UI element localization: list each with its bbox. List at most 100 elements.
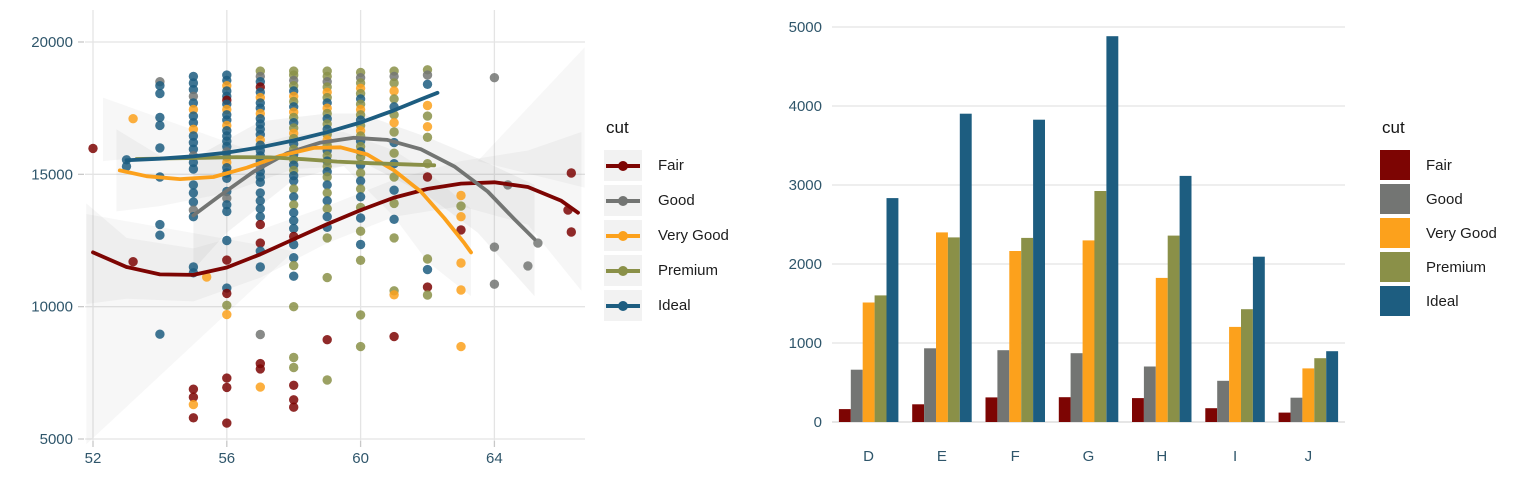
scatter-chart: 5000 10000 15000 20000 52 56 60 64 xyxy=(0,0,600,480)
legend-key-line-dot-premium-icon xyxy=(604,255,642,286)
bar-D-ideal xyxy=(886,198,899,422)
legend-key-line-dot-fair-icon xyxy=(604,150,642,181)
legend-item-very-good: Very Good xyxy=(604,220,729,251)
svg-text:3000: 3000 xyxy=(789,177,822,194)
legend-label-ideal: Ideal xyxy=(658,297,691,314)
bar-group-J xyxy=(1278,351,1339,422)
legend-item-ideal: Ideal xyxy=(1380,286,1497,316)
legend-label-good: Good xyxy=(658,192,695,209)
svg-text:60: 60 xyxy=(352,450,369,467)
bar-D-fair xyxy=(838,409,851,422)
legend-label-good: Good xyxy=(1426,190,1463,208)
bar-H-ideal xyxy=(1179,175,1192,422)
legend-point-icon xyxy=(618,230,628,241)
scatter-legend-title: cut xyxy=(606,118,629,137)
scatter-plot-area: 5000 10000 15000 20000 52 56 60 64 xyxy=(31,10,585,467)
scatter-axis-labels: 5000 10000 15000 20000 52 56 60 64 xyxy=(31,34,502,467)
bar-F-ideal xyxy=(1033,119,1045,422)
bar-H-premium xyxy=(1167,235,1180,422)
bar-group-H xyxy=(1132,175,1192,422)
bar-E-fair xyxy=(912,404,925,422)
legend-swatch-ideal-icon xyxy=(1380,286,1410,316)
bar-G-good xyxy=(1070,353,1083,422)
legend-item-fair: Fair xyxy=(604,150,729,181)
svg-text:4000: 4000 xyxy=(789,98,822,115)
smooth-line-fair xyxy=(91,180,580,277)
legend-item-fair: Fair xyxy=(1380,150,1497,180)
legend-label-premium: Premium xyxy=(1426,258,1487,276)
svg-text:5000: 5000 xyxy=(40,431,73,448)
legend-point-icon xyxy=(618,300,628,311)
bar-I-fair xyxy=(1205,408,1218,422)
legend-key-line-dot-ideal-icon xyxy=(604,290,642,321)
bar-E-very-good xyxy=(936,232,948,422)
legend-label-very-good: Very Good xyxy=(1426,224,1497,242)
bar-group-D xyxy=(838,198,899,422)
smooth-line-good xyxy=(191,135,537,242)
bar-F-premium xyxy=(1021,237,1034,422)
bar-I-very-good xyxy=(1229,326,1241,422)
bar-E-good xyxy=(924,348,936,422)
bar-axis-labels: 0 1000 2000 3000 4000 5000 D E F G H I J xyxy=(789,19,1313,465)
legend-point-icon xyxy=(618,195,628,206)
bar-E-ideal xyxy=(959,113,972,422)
bar-group-E xyxy=(912,113,972,422)
bar-plot-area: 0 1000 2000 3000 4000 5000 D E F G H I J xyxy=(789,19,1345,465)
bar-J-premium xyxy=(1314,358,1327,422)
bar-E-premium xyxy=(947,237,960,422)
bar-F-good xyxy=(997,350,1010,422)
legend-item-premium: Premium xyxy=(1380,252,1497,282)
confidence-ribbons xyxy=(86,47,585,445)
svg-text:2000: 2000 xyxy=(789,256,822,273)
svg-text:64: 64 xyxy=(486,450,503,467)
bar-D-very-good xyxy=(862,302,875,422)
bar-I-good xyxy=(1217,380,1230,422)
smooth-lines xyxy=(91,90,580,277)
bar-group-F xyxy=(985,119,1045,422)
bars xyxy=(838,36,1339,422)
legend-item-good: Good xyxy=(1380,184,1497,214)
bar-G-fair xyxy=(1058,397,1071,422)
bar-F-fair xyxy=(985,397,998,422)
svg-text:H: H xyxy=(1156,448,1167,465)
svg-text:I: I xyxy=(1233,448,1237,465)
scatter-legend-items: Fair Good Very Good Premium Ideal xyxy=(604,150,729,321)
legend-label-fair: Fair xyxy=(658,157,684,174)
smooth-line-very-good xyxy=(117,145,473,255)
bar-group-I xyxy=(1205,256,1265,422)
legend-point-icon xyxy=(618,265,628,276)
svg-text:J: J xyxy=(1305,448,1313,465)
scatter-points xyxy=(88,65,576,428)
bar-G-ideal xyxy=(1106,36,1119,422)
svg-text:0: 0 xyxy=(814,414,822,431)
legend-item-ideal: Ideal xyxy=(604,290,729,321)
bar-legend-items: Fair Good Very Good Premium Ideal xyxy=(1380,150,1497,316)
bar-group-G xyxy=(1058,36,1119,422)
legend-point-icon xyxy=(618,160,628,171)
svg-text:F: F xyxy=(1011,448,1020,465)
legend-swatch-premium-icon xyxy=(1380,252,1410,282)
svg-text:15000: 15000 xyxy=(31,166,73,183)
bar-D-premium xyxy=(874,295,887,422)
legend-item-premium: Premium xyxy=(604,255,729,286)
svg-text:G: G xyxy=(1083,448,1095,465)
bar-legend: cut Fair Good Very Good Premium Ideal xyxy=(1380,118,1497,320)
bar-D-good xyxy=(850,369,863,422)
bar-G-very-good xyxy=(1082,240,1095,422)
legend-label-ideal: Ideal xyxy=(1426,292,1459,310)
bar-F-very-good xyxy=(1009,251,1022,422)
bar-J-very-good xyxy=(1302,368,1315,422)
bar-H-fair xyxy=(1132,398,1144,422)
legend-swatch-fair-icon xyxy=(1380,150,1410,180)
svg-text:E: E xyxy=(937,448,947,465)
bar-H-good xyxy=(1143,366,1156,422)
legend-key-line-dot-good-icon xyxy=(604,185,642,216)
svg-text:52: 52 xyxy=(85,450,102,467)
scatter-tick-marks xyxy=(78,41,496,447)
bar-H-very-good xyxy=(1155,277,1168,422)
smooth-line-ideal xyxy=(124,90,440,163)
legend-item-good: Good xyxy=(604,185,729,216)
svg-text:5000: 5000 xyxy=(789,19,822,36)
legend-item-very-good: Very Good xyxy=(1380,218,1497,248)
svg-text:10000: 10000 xyxy=(31,299,73,316)
